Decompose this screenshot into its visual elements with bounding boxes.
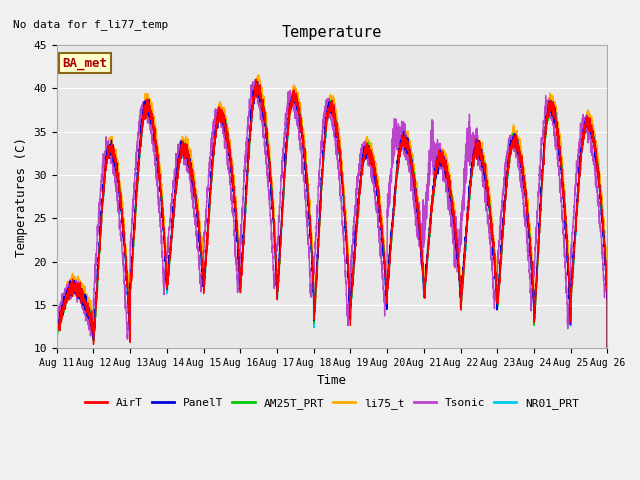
AM25T_PRT [456,277,463,283]
PanelT [152,144,159,150]
li75_t [603,269,611,275]
NR01_PRT [603,276,611,282]
Tsonic [487,244,495,250]
PanelT [603,294,611,300]
AM25T_PRT [312,293,319,299]
Line: PanelT: PanelT [57,82,607,437]
AM25T_PRT [603,279,611,285]
PanelT [53,327,61,333]
PanelT [253,79,261,84]
Tsonic [603,270,611,276]
AM25T_PRT [604,432,611,438]
AM25T_PRT [425,235,433,240]
X-axis label: Time: Time [317,373,347,387]
Tsonic [53,314,61,320]
PanelT [487,223,495,229]
PanelT [604,434,611,440]
AirT [312,295,319,300]
AirT [53,327,61,333]
Y-axis label: Temperatures (C): Temperatures (C) [15,137,28,257]
AirT [425,235,433,241]
Tsonic [312,238,319,243]
Line: li75_t: li75_t [57,75,607,431]
AirT [252,76,260,82]
Tsonic [425,165,433,170]
Title: Temperature: Temperature [282,25,382,40]
AM25T_PRT [53,323,61,329]
AirT [487,214,495,220]
li75_t [604,428,611,433]
AirT [152,139,159,145]
NR01_PRT [152,145,159,151]
Text: BA_met: BA_met [62,57,108,70]
AirT [604,430,611,436]
li75_t [312,300,319,305]
AirT [456,278,463,284]
PanelT [456,281,463,287]
Tsonic [456,240,463,246]
Line: Tsonic: Tsonic [57,79,607,436]
Line: AM25T_PRT: AM25T_PRT [57,84,607,435]
li75_t [456,262,463,268]
li75_t [53,321,61,327]
AM25T_PRT [253,82,260,87]
li75_t [152,127,159,133]
AM25T_PRT [152,139,159,144]
NR01_PRT [53,330,61,336]
PanelT [312,285,319,290]
NR01_PRT [312,291,319,297]
AM25T_PRT [487,220,495,226]
li75_t [425,234,433,240]
NR01_PRT [425,235,433,240]
li75_t [487,207,495,213]
Tsonic [152,170,159,176]
PanelT [425,232,433,238]
AirT [603,275,611,281]
Line: AirT: AirT [57,79,607,433]
NR01_PRT [456,274,463,280]
NR01_PRT [604,433,611,439]
li75_t [255,72,262,78]
Tsonic [604,433,611,439]
Line: NR01_PRT: NR01_PRT [57,84,607,436]
Text: No data for f_li77_temp: No data for f_li77_temp [13,19,168,30]
Tsonic [252,76,259,82]
NR01_PRT [254,81,262,87]
NR01_PRT [487,216,495,221]
Legend: AirT, PanelT, AM25T_PRT, li75_t, Tsonic, NR01_PRT: AirT, PanelT, AM25T_PRT, li75_t, Tsonic,… [81,394,584,413]
